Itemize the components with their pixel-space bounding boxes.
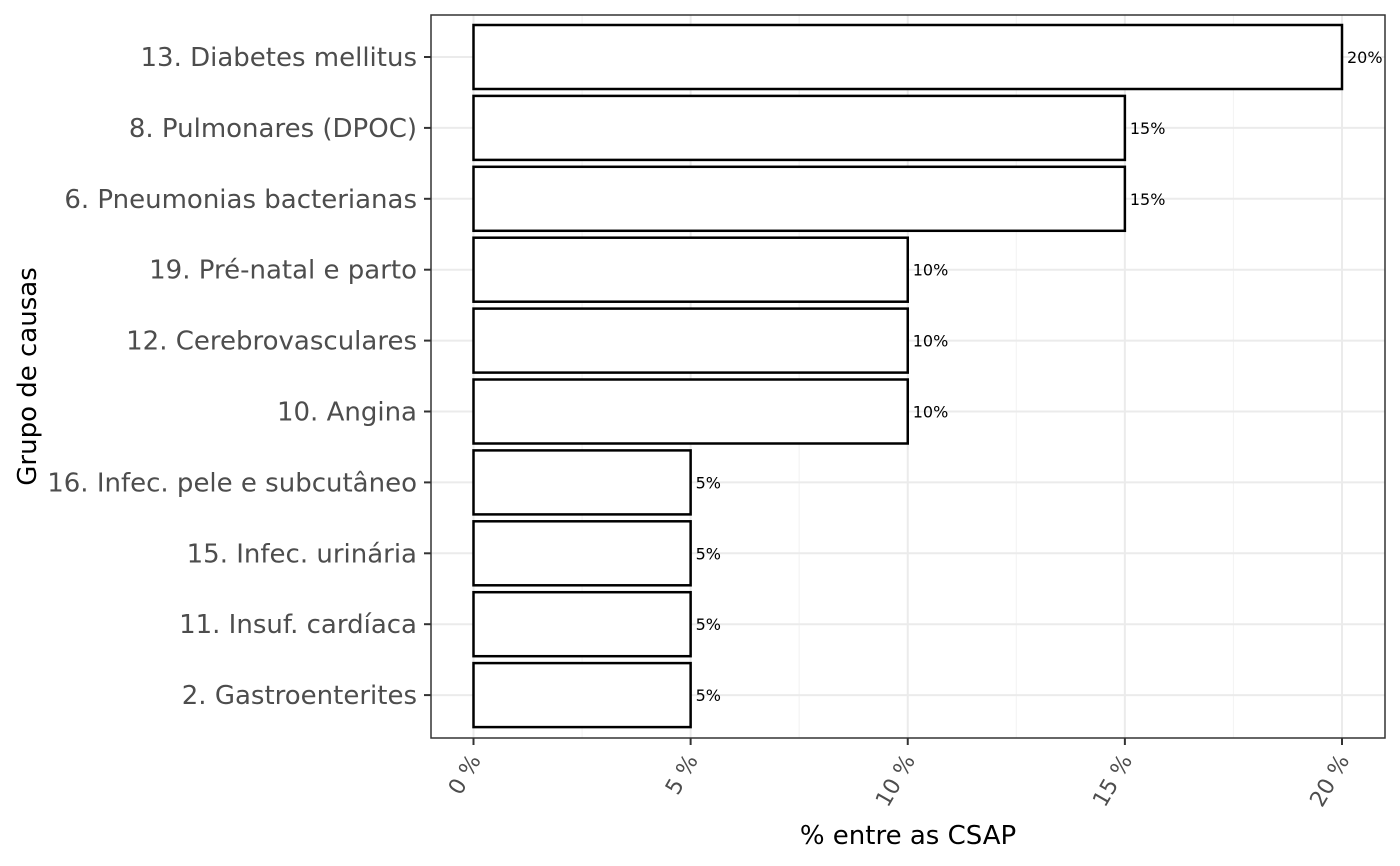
x-axis-title: % entre as CSAP [800, 821, 1016, 851]
bar [472, 236, 909, 303]
x-tick-label: 20 % [1306, 751, 1356, 812]
bar [472, 661, 692, 729]
data-label: 5% [696, 544, 721, 563]
y-tick-label: 2. Gastroenterites [182, 681, 417, 711]
data-label: 5% [696, 686, 721, 705]
y-tick-label: 6. Pneumonias bacterianas [64, 185, 417, 215]
bar [472, 590, 692, 658]
data-label: 10% [913, 403, 949, 422]
y-tick-label: 11. Insuf. cardíaca [179, 610, 417, 640]
data-label: 20% [1347, 48, 1383, 67]
y-axis-title: Grupo de causas [13, 267, 43, 486]
y-tick-label: 16. Infec. pele e subcutâneo [47, 468, 417, 498]
bar [472, 307, 909, 374]
bars-layer [472, 23, 1344, 729]
x-axis: 0 % 5 % 10 % 15 % 20 % [444, 738, 1355, 811]
bar [472, 449, 692, 516]
x-tick-label: 15 % [1088, 751, 1138, 812]
bar [472, 520, 692, 587]
y-tick-label: 13. Diabetes mellitus [140, 43, 417, 73]
y-tick-label: 15. Infec. urinária [187, 539, 417, 569]
data-label: 15% [1130, 190, 1166, 209]
x-tick-label: 10 % [871, 751, 921, 812]
y-axis: 13. Diabetes mellitus 8. Pulmonares (DPOC… [47, 43, 431, 711]
data-label: 10% [913, 261, 949, 280]
y-tick-label: 10. Angina [277, 398, 417, 428]
data-label: 5% [696, 615, 721, 634]
bar [472, 165, 1127, 233]
bar [472, 23, 1344, 91]
x-tick-label: 0 % [444, 751, 487, 800]
y-tick-label: 12. Cerebrovasculares [126, 327, 417, 357]
data-labels-layer: 20% 15% 15% 10% 10% 10% 5% 5% 5% 5% [696, 48, 1383, 705]
data-label: 5% [696, 473, 721, 492]
bar [472, 378, 909, 445]
y-tick-label: 8. Pulmonares (DPOC) [129, 114, 417, 144]
y-tick-label: 19. Pré-natal e parto [149, 256, 417, 286]
data-label: 10% [913, 332, 949, 351]
data-label: 15% [1130, 119, 1166, 138]
bar [472, 94, 1127, 162]
x-tick-label: 5 % [661, 751, 704, 800]
